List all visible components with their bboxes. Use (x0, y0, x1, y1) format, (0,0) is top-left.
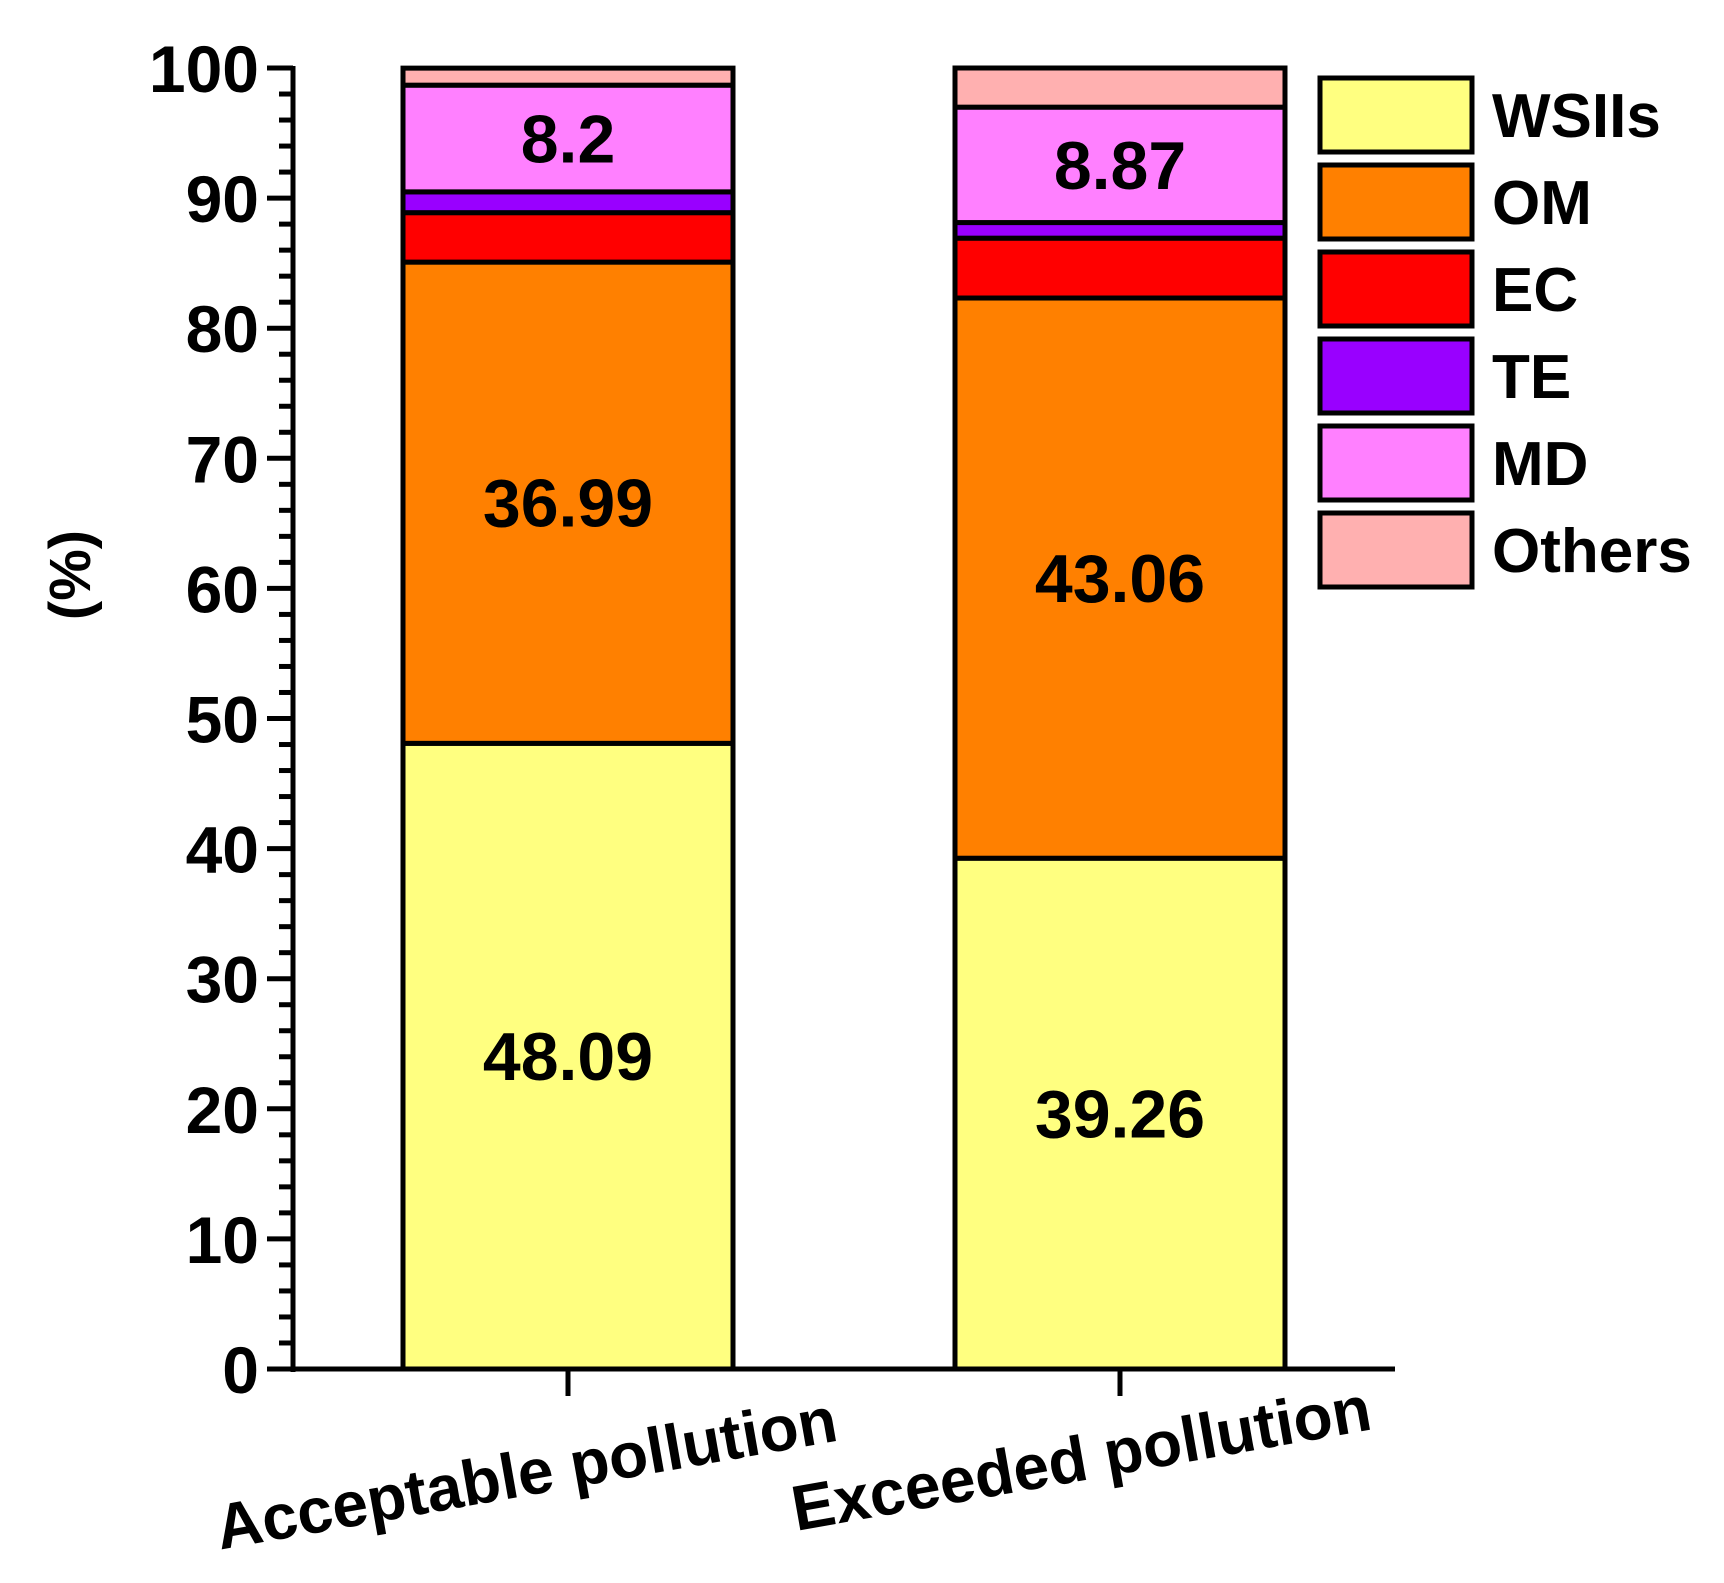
bar-segment-exceeded-pollution-om (952, 295, 1288, 861)
legend-swatch-others (1317, 510, 1475, 590)
data-label-acceptable-pollution-wsiis: 48.09 (483, 1019, 653, 1095)
x-tick-label: Acceptable pollution (210, 1383, 842, 1563)
bar-segment-exceeded-pollution-md (952, 104, 1288, 226)
legend-label-others: Others (1492, 517, 1692, 586)
legend: WSIIs OM EC TE MD Others (1317, 75, 1692, 590)
legend-swatch-te (1317, 336, 1475, 416)
legend-label-te: TE (1492, 343, 1571, 412)
legend-swatch-wsiis (1317, 75, 1475, 155)
bar-segment-acceptable-pollution-wsiis (400, 740, 736, 1372)
bar-segment-acceptable-pollution-others (400, 65, 736, 88)
y-axis: 0 10 20 30 40 50 60 70 80 90 100 (149, 32, 296, 1407)
data-label-exceeded-pollution-wsiis: 39.26 (1035, 1077, 1205, 1153)
y-tick-label: 10 (186, 1203, 259, 1277)
legend-label-md: MD (1492, 430, 1588, 499)
bar-segment-exceeded-pollution-others (952, 65, 1288, 110)
legend-label-wsiis: WSIIs (1492, 82, 1661, 151)
legend-label-ec: EC (1492, 256, 1578, 325)
bars-layer: 48.09 36.99 8.2 39.26 43.06 8.87 (400, 65, 1288, 1372)
data-label-exceeded-pollution-md: 8.87 (1054, 128, 1186, 204)
y-tick-label: 60 (186, 552, 259, 626)
bar-segment-exceeded-pollution-wsiis (952, 855, 1288, 1372)
y-axis-label: (%) (38, 530, 103, 620)
y-tick-label: 40 (186, 813, 259, 887)
y-tick-label: 100 (149, 32, 259, 106)
y-tick-label: 90 (186, 162, 259, 236)
legend-swatch-om (1317, 162, 1475, 242)
data-label-acceptable-pollution-md: 8.2 (521, 102, 616, 178)
legend-swatch-md (1317, 423, 1475, 503)
y-tick-label: 70 (186, 422, 259, 496)
y-tick-label: 80 (186, 292, 259, 366)
bar-segment-exceeded-pollution-ec (952, 235, 1288, 301)
legend-label-om: OM (1492, 169, 1592, 238)
legend-swatch-ec (1317, 249, 1475, 329)
bar-segment-acceptable-pollution-te (400, 189, 736, 216)
data-label-acceptable-pollution-om: 36.99 (483, 466, 653, 542)
data-label-exceeded-pollution-om: 43.06 (1035, 541, 1205, 617)
x-tick-label: Exceeded pollution (786, 1372, 1376, 1545)
y-tick-label: 20 (186, 1073, 259, 1147)
y-tick-label: 50 (186, 683, 259, 757)
bar-segment-acceptable-pollution-om (400, 259, 736, 746)
y-tick-label: 30 (186, 943, 259, 1017)
bar-segment-acceptable-pollution-ec (400, 210, 736, 265)
y-tick-label: 0 (222, 1333, 259, 1407)
